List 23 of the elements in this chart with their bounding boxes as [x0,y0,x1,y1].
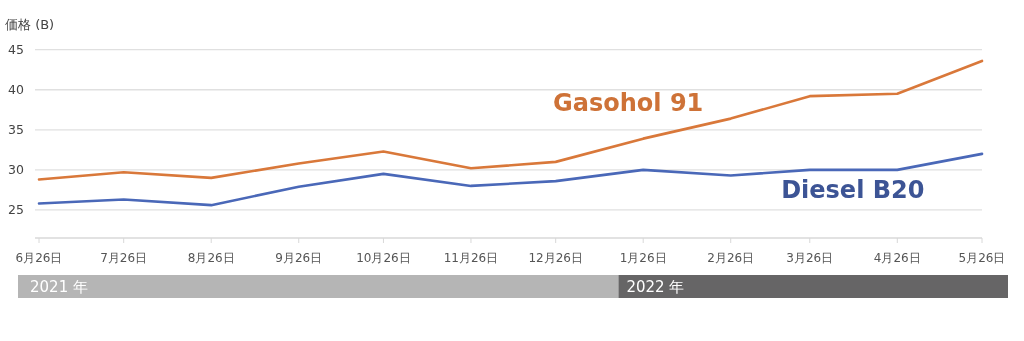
x-tick-label: 6月26日 [15,251,63,265]
line-series [37,152,984,207]
y-tick-label: 45 [8,42,24,58]
x-tick-label: 3月26日 [786,251,834,265]
x-tick-label: 9月26日 [275,251,323,265]
x-tick-label: 4月26日 [873,251,921,265]
x-tick-label: 2月26日 [707,251,755,265]
series-label: Diesel B20 [781,175,925,204]
y-tick-label: 35 [8,122,24,138]
y-tick-label: 25 [8,202,24,218]
year-strip: 2021 年 2022 年 [18,275,1008,298]
x-tick-label: 7月26日 [100,251,148,265]
line-series [37,59,984,181]
x-tick-label: 12月26日 [528,251,583,265]
x-tick-label: 10月26日 [356,251,411,265]
x-tick-label: 5月26日 [958,251,1006,265]
x-tick-label: 8月26日 [187,251,235,265]
y-tick-label: 40 [8,82,24,98]
y-tick-label: 30 [8,162,24,178]
x-tick-label: 11月26日 [443,251,499,265]
y-axis-title: 価格 (B) [5,17,55,32]
x-tick-label: 1月26日 [619,251,667,265]
series-label: Gasohol 91 [553,88,704,117]
